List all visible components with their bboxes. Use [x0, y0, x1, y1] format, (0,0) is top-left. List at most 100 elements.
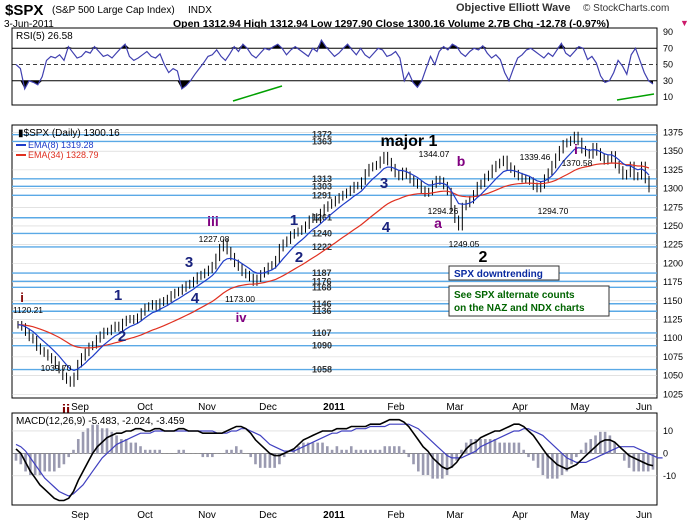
macd-histogram-bar: [364, 449, 367, 454]
macd-histogram-bar: [53, 453, 56, 472]
macd-histogram-bar: [603, 431, 607, 454]
price-tick-label: 1300: [663, 184, 683, 194]
macd-histogram-bar: [431, 453, 434, 479]
level-label: 1136: [312, 306, 332, 316]
macd-histogram-bar: [144, 449, 147, 454]
price-x-label: Dec: [259, 402, 277, 413]
macd-histogram-bar: [503, 442, 506, 454]
macd-histogram-bar: [469, 439, 473, 454]
legend-price: ▮$SPX (Daily) 1300.16: [18, 128, 120, 139]
macd-histogram-bar: [637, 453, 640, 472]
price-label: 1173.00: [225, 294, 255, 304]
rsi-tick-label: 30: [663, 76, 673, 86]
macd-histogram-bar: [484, 439, 487, 454]
macd-histogram-bar: [383, 446, 387, 454]
macd-histogram-bar: [96, 424, 99, 454]
macd-histogram-bar: [421, 453, 425, 476]
level-label: 1240: [312, 228, 332, 238]
price-label: 1227.08: [199, 234, 230, 244]
macd-histogram-bar: [393, 446, 396, 454]
macd-histogram-bar: [359, 449, 363, 454]
alt-count-note-line2: on the NAZ and NDX charts: [454, 303, 585, 314]
rsi-trendline-left: [232, 85, 283, 102]
rsi-panel: [11, 27, 658, 106]
price-tick-label: 1350: [663, 146, 683, 156]
macd-histogram-bar: [43, 453, 47, 472]
macd-histogram-bar: [488, 439, 492, 454]
macd-histogram-bar: [522, 449, 525, 454]
macd-histogram-bar: [278, 453, 281, 465]
ema8-line: [17, 147, 650, 372]
macd-x-label: Apr: [512, 510, 528, 521]
wave-label: 2: [295, 249, 303, 266]
wave-label: iii: [207, 213, 219, 229]
macd-histogram-bar: [340, 449, 343, 454]
wave-label: major 1: [381, 133, 438, 150]
price-x-label: Sep: [71, 402, 89, 413]
macd-histogram-bar: [397, 446, 401, 454]
macd-x-label: Jun: [636, 510, 652, 521]
macd-histogram-bar: [182, 449, 185, 454]
price-x-label: Nov: [198, 402, 216, 413]
rsi-tick-label: 10: [663, 92, 673, 102]
level-label: 1146: [312, 299, 332, 309]
macd-histogram-bar: [249, 453, 252, 458]
macd-histogram-bar: [498, 442, 502, 454]
macd-histogram-bar: [551, 453, 554, 479]
wave-label: iv: [236, 310, 248, 325]
macd-histogram-bar: [302, 442, 305, 454]
price-x-label: Oct: [137, 402, 153, 413]
price-label: 1120.21: [13, 305, 43, 315]
macd-histogram-bar: [282, 453, 286, 458]
wave-label: 3: [185, 254, 193, 271]
macd-histogram-bar: [627, 453, 631, 468]
chart-ohlc: Open 1312.94 High 1312.94 Low 1297.90 Cl…: [173, 18, 610, 30]
level-label: 1168: [312, 282, 332, 292]
ema34-line: [17, 162, 650, 349]
macd-histogram-bar: [512, 442, 516, 454]
price-tick-label: 1125: [663, 314, 682, 324]
level-label: 1176: [312, 276, 332, 286]
macd-tick-label: 10: [663, 426, 673, 436]
price-tick-label: 1050: [663, 371, 683, 381]
chart-name: (S&P 500 Large Cap Index): [52, 5, 175, 16]
macd-histogram-bar: [445, 453, 449, 476]
chart-exchange: INDX: [188, 5, 212, 16]
macd-histogram-bar: [584, 442, 588, 454]
macd-histogram-bar: [474, 439, 478, 454]
macd-histogram-bar: [651, 453, 655, 470]
macd-histogram-bar: [57, 453, 61, 468]
rsi-tick-label: 50: [663, 60, 673, 70]
macd-histogram-bar: [297, 446, 300, 454]
macd-histogram-bar: [426, 453, 430, 476]
macd-histogram-bar: [158, 449, 161, 454]
macd-histogram-bar: [29, 453, 32, 476]
macd-histogram-bar: [316, 442, 320, 454]
macd-histogram-bar: [330, 449, 334, 454]
price-tick-label: 1375: [663, 127, 683, 137]
wave-label: i: [20, 290, 24, 305]
price-tick-label: 1250: [663, 221, 683, 231]
macd-histogram-bar: [19, 453, 23, 465]
macd-x-label: Sep: [71, 510, 89, 521]
price-x-label: Jun: [636, 402, 652, 413]
macd-histogram-bar: [436, 453, 439, 479]
macd-histogram-bar: [555, 453, 559, 479]
macd-line: [15, 418, 654, 502]
price-x-label: Mar: [446, 402, 464, 413]
macd-histogram-bar: [402, 449, 406, 454]
macd-histogram-bar: [273, 453, 276, 468]
level-label: 1363: [312, 136, 332, 146]
macd-histogram-bar: [646, 453, 650, 472]
rsi-trendline-right: [616, 93, 655, 101]
legend-ema8: EMA(8) 1319.28: [28, 140, 94, 150]
wave-label: ii: [62, 402, 70, 419]
alt-count-note-line1: See SPX alternate counts: [454, 290, 575, 301]
macd-histogram-bar: [177, 449, 181, 454]
price-label: 1039.70: [41, 363, 72, 373]
wave-label: 2: [118, 328, 126, 345]
price-label: 1249.05: [449, 239, 480, 249]
macd-histogram-bar: [378, 449, 382, 454]
level-label: 1372: [312, 130, 332, 140]
